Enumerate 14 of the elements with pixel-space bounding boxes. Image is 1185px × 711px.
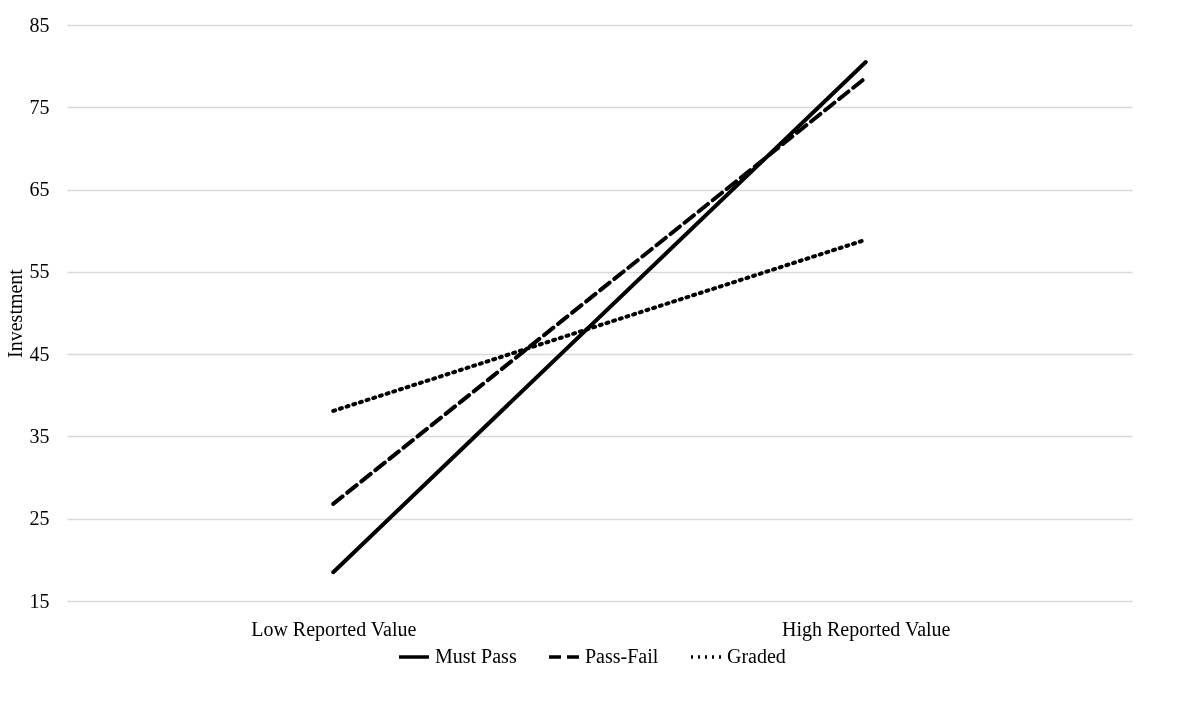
x-tick-label: Low Reported Value (251, 617, 417, 641)
y-tick-label: 65 (29, 178, 50, 201)
y-tick-label: 25 (29, 507, 50, 530)
y-tick-label: 85 (29, 13, 50, 36)
y-tick-label: 45 (29, 342, 50, 365)
legend-label: Pass-Fail (585, 645, 659, 667)
y-tick-label: 35 (29, 424, 50, 447)
legend-label: Must Pass (435, 645, 517, 667)
legend-label: Graded (727, 645, 786, 667)
y-axis-title: Investment (3, 268, 26, 358)
x-tick-label: High Reported Value (782, 617, 951, 641)
y-tick-label: 15 (29, 589, 50, 612)
y-tick-label: 75 (29, 95, 50, 118)
y-tick-label: 55 (29, 260, 50, 283)
